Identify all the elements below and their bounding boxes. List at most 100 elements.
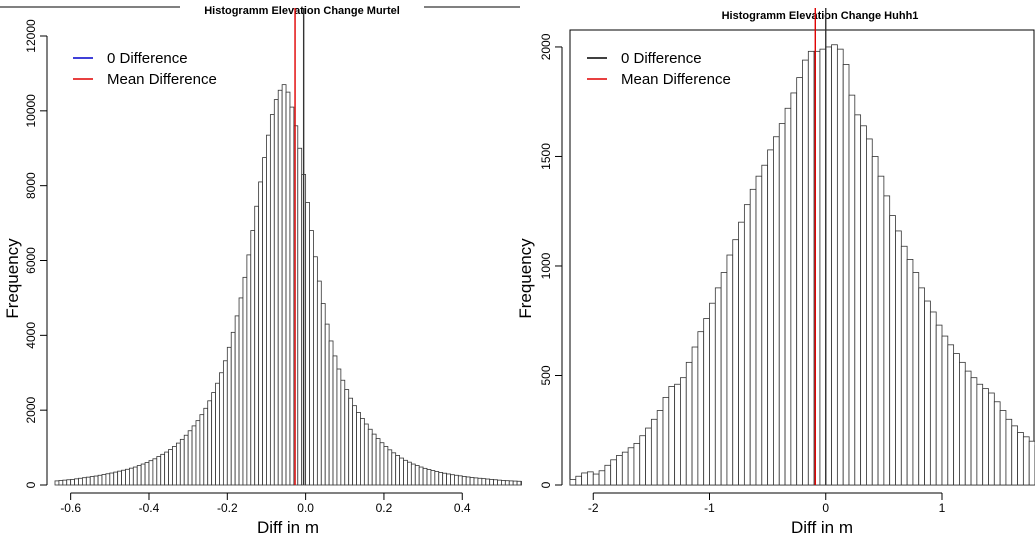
histogram-bar [656,410,664,486]
histogram-bar [375,438,381,486]
x-tick-label: 0 [822,501,829,515]
histogram-bar [285,91,291,486]
histogram-bar [152,458,158,486]
histogram-bar [434,471,440,486]
histogram-bar [446,473,451,486]
histogram-bar [831,44,838,486]
histogram-bar [964,370,972,486]
histogram-bar [1005,418,1013,486]
histogram-bar [685,361,693,486]
histogram-bar [999,410,1007,486]
histogram-bar [516,480,522,486]
histogram-bar [215,382,220,486]
histogram-bar [144,462,150,486]
histogram-bar [74,478,79,486]
histogram-bar [203,407,209,486]
histogram-bar [262,157,267,486]
histogram-bar [982,388,989,486]
histogram-bar [929,311,937,486]
histogram-bar [842,64,850,486]
x-tick-label: -0.4 [139,501,160,515]
histogram-bar [332,355,338,486]
legend: 0 Difference Mean Difference [73,50,217,88]
histogram-bar [627,447,635,486]
y-tick-label: 500 [539,365,553,385]
histogram-bar [691,346,699,486]
histogram-bar [836,48,844,486]
histogram-bar [598,470,606,486]
histogram-bar [709,302,716,486]
histogram-bar [457,475,463,486]
histogram-bar [414,465,420,486]
histogram-bar [219,372,224,486]
histogram-bar [489,478,494,486]
histogram-bar [379,442,385,486]
legend-label: Mean Difference [621,71,731,88]
histogram-bar [662,396,670,486]
histogram-bar [230,331,236,486]
histogram-bar [101,474,107,486]
histogram-bar [297,147,303,486]
histogram-bar [97,474,103,486]
histogram-bar [211,392,216,486]
y-tick-label: 4000 [24,322,38,349]
histogram-bar [113,471,119,486]
histogram-bar [70,478,75,486]
histogram-bar [714,287,722,486]
y-tick-label: 12000 [24,19,38,53]
x-tick-label: -0.6 [60,501,81,515]
histogram-bar [1022,436,1030,486]
histogram-bar [959,361,966,486]
y-tick-label: 0 [539,481,553,488]
histogram-bar [592,473,600,486]
histogram-bar [493,479,498,486]
histogram-bar [988,392,995,486]
histogram-bar [469,477,475,486]
histogram-bar [738,221,745,486]
histogram-bar [755,175,763,486]
histogram-bar [277,89,283,486]
legend-label: 0 Difference [107,50,188,67]
y-tick-label: 1000 [539,252,553,279]
histogram-bar [848,94,856,486]
histogram-bar [269,114,275,486]
histogram-bar [109,472,115,486]
histogram-bar [860,125,867,486]
histogram-bar [616,455,623,486]
histogram-bar [697,331,705,486]
histogram-bar [639,435,646,486]
histogram-bar [720,272,728,486]
histogram-bar [668,386,676,486]
histogram-bar [569,479,577,486]
histogram-bar [348,397,354,486]
histogram-bar [62,479,68,486]
histogram-bar [520,481,522,486]
histogram-bar [749,188,757,486]
histogram-bar [778,123,786,486]
histogram-bar [140,463,146,486]
histogram-bar [187,430,193,486]
histogram-bar [352,405,357,486]
histogram-bar [889,215,896,486]
histogram-bar [273,99,279,486]
histogram-bar [633,442,641,486]
histogram-bar [825,46,832,486]
histogram-bar [422,467,428,486]
histogram-bar [497,479,502,486]
histogram-bar [207,400,213,486]
x-tick-label: 0.2 [376,501,393,515]
histogram-bar [906,259,914,486]
histogram-bar [344,389,350,486]
histogram-bar [387,449,393,486]
histogram-bar [604,464,612,486]
x-tick-label: 1 [939,501,946,515]
x-axis-label: Diff in m [257,518,319,537]
histogram-bar [650,418,658,486]
histogram-bar [407,461,412,486]
histogram-bar [790,92,798,486]
histogram-bar [418,466,424,486]
histogram-bar [442,472,447,486]
histogram-bar [403,459,408,486]
histogram-bar [947,344,955,486]
